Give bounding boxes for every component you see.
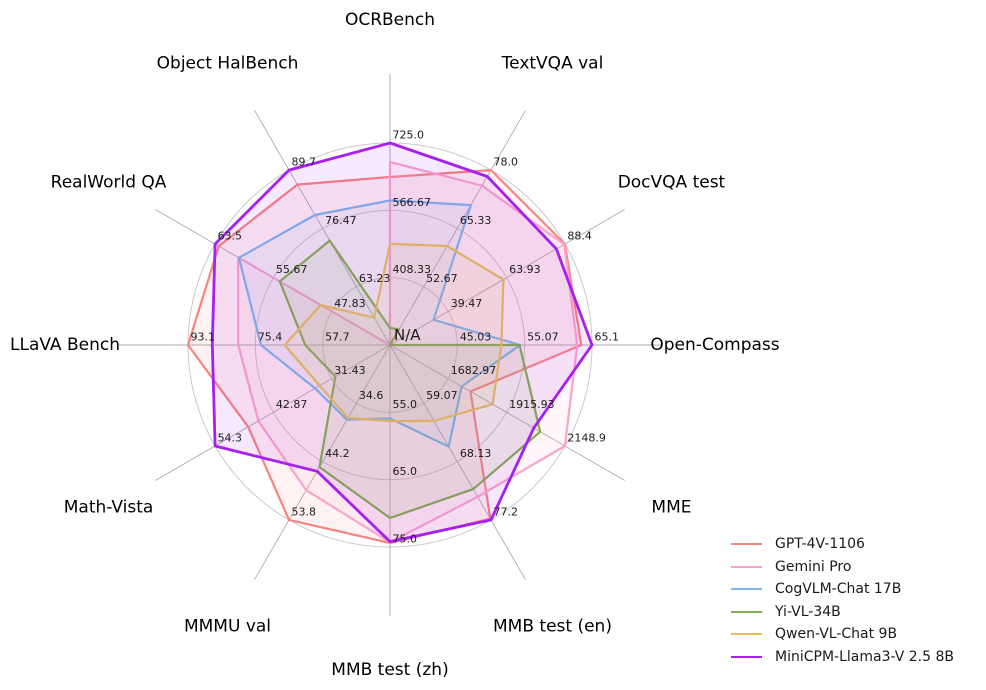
category-label: RealWorld QA xyxy=(51,173,167,193)
tick-label: 63.93 xyxy=(509,263,541,276)
tick-label: 47.83 xyxy=(334,297,366,310)
tick-label: 59.07 xyxy=(426,389,458,402)
legend-line-swatch xyxy=(731,588,762,591)
tick-label: 78.0 xyxy=(494,156,519,169)
tick-label: 1682.97 xyxy=(451,364,497,377)
axis-spoke xyxy=(389,209,625,346)
legend: GPT-4V-1106 Gemini Pro CogVLM-Chat 17B Yi-V… xyxy=(731,533,954,668)
category-label: OCRBench xyxy=(345,10,435,30)
axis-spoke xyxy=(155,344,391,481)
category-label: MMMU val xyxy=(184,616,271,636)
legend-item: Qwen-VL-Chat 9B xyxy=(731,623,954,646)
legend-label: CogVLM-Chat 17B xyxy=(775,581,902,598)
axis-spoke xyxy=(254,344,391,580)
tick-label: 44.2 xyxy=(325,447,350,460)
legend-line-swatch xyxy=(731,633,762,636)
legend-item: CogVLM-Chat 17B xyxy=(731,578,954,601)
legend-label: Gemini Pro xyxy=(775,558,852,575)
legend-line-swatch xyxy=(731,655,762,658)
tick-label: 42.87 xyxy=(276,398,308,411)
tick-label: 65.0 xyxy=(393,465,418,478)
tick-label: 68.13 xyxy=(460,447,492,460)
tick-label: 57.7 xyxy=(325,331,350,344)
series-polygon xyxy=(210,141,594,543)
tick-label: 89.7 xyxy=(292,156,317,169)
axis-spoke xyxy=(389,344,625,481)
legend-label: MiniCPM-Llama3-V 2.5 8B xyxy=(775,648,954,665)
tick-label: 63.23 xyxy=(359,272,391,285)
tick-label: 2148.9 xyxy=(567,432,606,445)
legend-line-swatch xyxy=(731,565,762,568)
tick-label: 63.5 xyxy=(218,230,243,243)
center-na-label: N/A xyxy=(394,326,421,344)
axis-spoke xyxy=(389,110,526,346)
category-label: Open-Compass xyxy=(650,335,779,355)
series-polygon xyxy=(237,199,522,448)
category-label: DocVQA test xyxy=(618,173,726,193)
tick-label: 54.3 xyxy=(218,432,243,445)
axis-spoke xyxy=(254,110,391,346)
tick-label: 34.6 xyxy=(359,389,384,402)
tick-label: 65.33 xyxy=(460,214,492,227)
tick-label: 93.1 xyxy=(191,331,216,344)
tick-label: 88.4 xyxy=(567,230,592,243)
legend-item: GPT-4V-1106 xyxy=(731,533,954,556)
category-label: TextVQA val xyxy=(501,54,604,74)
legend-label: GPT-4V-1106 xyxy=(775,536,865,553)
legend-item: MiniCPM-Llama3-V 2.5 8B xyxy=(731,646,954,669)
category-label: MMB test (en) xyxy=(493,616,612,636)
tick-label: 39.47 xyxy=(451,297,483,310)
series-polygon xyxy=(283,242,505,423)
legend-line-swatch xyxy=(731,543,762,546)
tick-label: 31.43 xyxy=(334,364,366,377)
legend-label: Qwen-VL-Chat 9B xyxy=(775,626,898,643)
tick-label: 52.67 xyxy=(426,272,458,285)
tick-label: 55.67 xyxy=(276,263,308,276)
tick-label: 45.03 xyxy=(460,331,492,344)
legend-line-swatch xyxy=(731,610,762,613)
category-label: MMB test (zh) xyxy=(331,660,448,680)
tick-label: 408.33 xyxy=(393,263,432,276)
tick-label: 76.47 xyxy=(325,214,357,227)
tick-label: 55.07 xyxy=(527,331,559,344)
axis-spoke xyxy=(389,344,526,580)
tick-label: 725.0 xyxy=(393,129,425,142)
tick-label: 1915.93 xyxy=(509,398,555,411)
tick-label: 77.2 xyxy=(494,505,519,518)
tick-label: 65.1 xyxy=(595,331,620,344)
tick-label: 566.67 xyxy=(393,196,432,209)
tick-label: 55.0 xyxy=(393,398,418,411)
category-label: Object HalBench xyxy=(157,54,299,74)
category-label: Math-Vista xyxy=(64,498,154,518)
tick-label: 75.4 xyxy=(258,331,283,344)
category-label: LLaVA Bench xyxy=(10,335,120,355)
legend-label: Yi-VL-34B xyxy=(775,603,841,620)
tick-label: 53.8 xyxy=(292,505,317,518)
legend-item: Gemini Pro xyxy=(731,556,954,579)
category-label: MME xyxy=(651,498,691,518)
legend-item: Yi-VL-34B xyxy=(731,601,954,624)
tick-label: 75.0 xyxy=(393,533,418,546)
